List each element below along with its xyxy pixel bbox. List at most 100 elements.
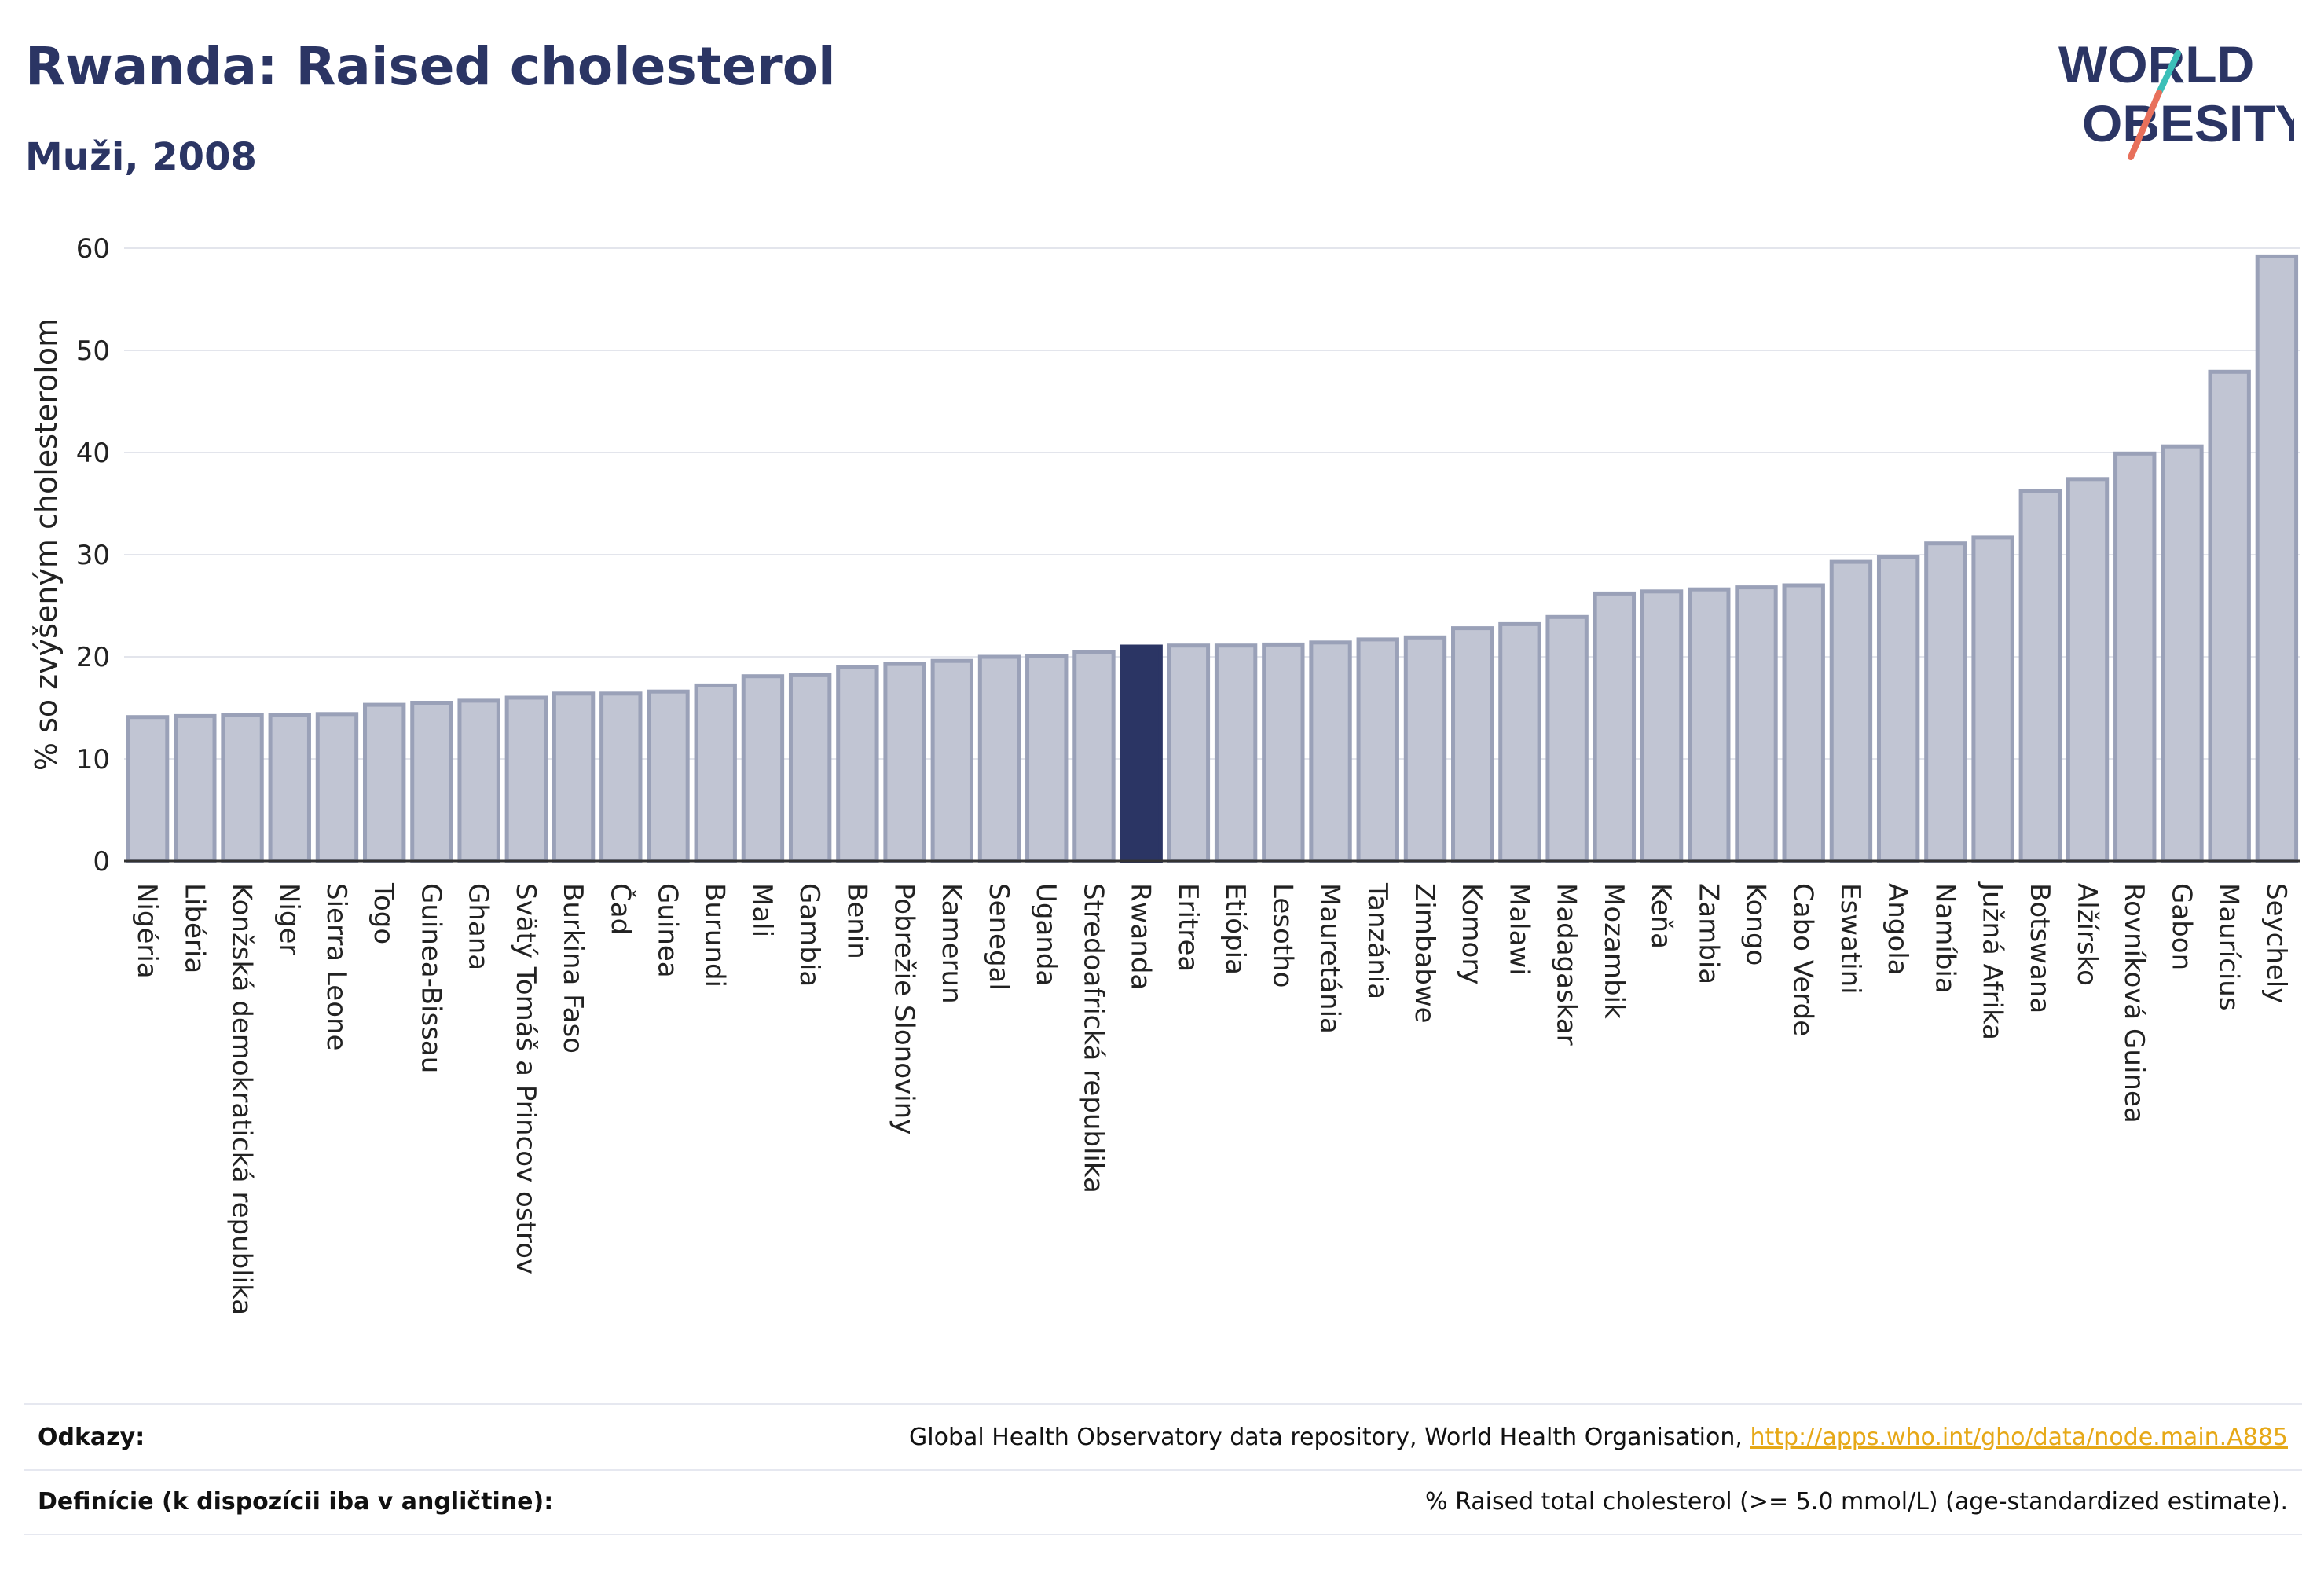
- x-tick-label: Konžská demokratická republika: [226, 883, 258, 1315]
- bar: [1593, 591, 1637, 863]
- bar-chart: 0 10 20 30 40 50 60 % so zvýšeným cholesterolom…: [29, 233, 2300, 1315]
- x-tick-label: Ghana: [463, 883, 494, 970]
- x-tick-label: Cabo Verde: [1787, 883, 1819, 1036]
- x-tick-label: Tanzánia: [1362, 882, 1393, 999]
- bar: [788, 673, 832, 863]
- x-tick-label: Zambia: [1692, 883, 1724, 984]
- page-title: Rwanda: Raised cholesterol: [25, 36, 836, 97]
- x-tick-label: Botswana: [2024, 883, 2055, 1013]
- bar: [599, 691, 643, 863]
- x-tick-label: Svätý Tomáš a Princov ostrov: [510, 883, 541, 1274]
- y-tick-label: 20: [76, 642, 110, 673]
- x-tick-label: Guinea-Bissau: [415, 883, 446, 1073]
- bar: [647, 689, 690, 863]
- y-tick-label: 30: [76, 540, 110, 571]
- x-tick-label: Kongo: [1740, 883, 1772, 966]
- x-tick-label: Mali: [746, 883, 778, 937]
- y-tick-label: 50: [76, 335, 110, 367]
- x-tick-label: Burkina Faso: [557, 883, 588, 1054]
- x-tick-label: Eswatini: [1835, 883, 1866, 995]
- x-tick-label: Komory: [1456, 883, 1487, 984]
- x-tick-label: Maurícius: [2213, 883, 2245, 1011]
- logo-slash-teal: [2156, 50, 2181, 96]
- x-tick-label: Gambia: [794, 883, 825, 987]
- x-tick-label: Alžírsko: [2071, 883, 2102, 986]
- bar: [741, 674, 785, 863]
- bar: [1498, 621, 1541, 863]
- x-tick-label: Namíbia: [1929, 883, 1960, 994]
- x-tick-label: Malawi: [1503, 883, 1534, 976]
- bar: [174, 713, 217, 863]
- bar: [410, 701, 453, 863]
- bar: [504, 695, 548, 863]
- x-tick-label: Rwanda: [1125, 883, 1157, 990]
- world-obesity-logo: WORLD OBESITY: [2058, 35, 2294, 160]
- references-label: Odkazy:: [38, 1423, 145, 1451]
- x-tick-label: Mozambik: [1598, 883, 1629, 1019]
- x-tick-label: Sierra Leone: [321, 883, 352, 1050]
- x-tick-label: Rovníková Guinea: [2118, 883, 2150, 1123]
- bar: [315, 712, 359, 863]
- x-tick-label: Senegal: [983, 883, 1014, 991]
- logo-line-1: WORLD: [2058, 35, 2254, 93]
- bar: [1120, 644, 1163, 863]
- x-tick-label: Seychely: [2260, 883, 2292, 1003]
- references-value: Global Health Observatory data repositor…: [909, 1424, 2302, 1451]
- x-tick-label: Eritrea: [1172, 883, 1204, 972]
- y-axis-label: % so zvýšeným cholesterolom: [29, 318, 64, 771]
- page-subtitle: Muži, 2008: [25, 135, 257, 179]
- x-tick-label: Libéria: [178, 883, 210, 973]
- bar: [883, 662, 926, 863]
- footer-definitions-row: Definície (k dispozícii iba v angličtine…: [24, 1469, 2302, 1535]
- bar: [1167, 643, 1211, 863]
- x-tick-label: Čad: [604, 883, 636, 935]
- bar: [2161, 444, 2204, 863]
- references-text: Global Health Observatory data repositor…: [909, 1423, 1750, 1451]
- bar: [1025, 654, 1069, 863]
- bar: [221, 713, 264, 863]
- bar: [363, 702, 406, 863]
- x-tick-label: Keňa: [1645, 883, 1677, 949]
- bar: [1688, 587, 1731, 863]
- bar: [1829, 559, 1873, 863]
- bar: [2113, 451, 2157, 863]
- bar: [694, 683, 737, 863]
- bar: [1309, 640, 1352, 863]
- bar: [1214, 643, 1258, 863]
- x-tick-label: Nigéria: [131, 883, 163, 979]
- x-tick-label: Angola: [1882, 883, 1913, 975]
- bar: [1782, 583, 1825, 863]
- x-tick-label: Pobrežie Slonoviny: [889, 883, 920, 1134]
- y-tick-label: 0: [93, 846, 110, 878]
- bar: [1403, 635, 1447, 863]
- bar: [1735, 585, 1778, 863]
- x-tick-label: Lesotho: [1266, 883, 1298, 988]
- x-tick-label: Madagaskar: [1551, 883, 1582, 1046]
- bar: [2066, 477, 2110, 863]
- bar: [1451, 626, 1494, 863]
- x-tick-label: Togo: [368, 882, 399, 944]
- bar: [1971, 535, 2014, 863]
- x-tick-label: Burundi: [699, 883, 731, 988]
- x-tick-label: Zimbabwe: [1409, 883, 1440, 1024]
- x-tick-label: Gabon: [2165, 883, 2197, 970]
- bar: [1262, 642, 1305, 863]
- y-tick-label: 40: [76, 438, 110, 469]
- references-link[interactable]: http://apps.who.int/gho/data/node.main.A…: [1750, 1423, 2288, 1451]
- bar: [836, 665, 879, 863]
- bar: [1876, 555, 1920, 863]
- bar: [1640, 589, 1684, 863]
- bar: [930, 658, 973, 863]
- footer-references-row: Odkazy: Global Health Observatory data r…: [24, 1403, 2302, 1471]
- bar: [1924, 541, 1967, 863]
- bar: [2208, 369, 2251, 863]
- logo-line-2: OBESITY: [2082, 94, 2294, 152]
- x-tick-label: Benin: [841, 883, 872, 959]
- x-tick-label: Etiópia: [1219, 883, 1251, 975]
- bar: [552, 691, 596, 863]
- x-tick-label: Niger: [273, 883, 305, 955]
- definitions-value: % Raised total cholesterol (>= 5.0 mmol/…: [1425, 1487, 2288, 1516]
- bar: [126, 715, 170, 863]
- bar: [268, 713, 311, 863]
- bar: [2018, 489, 2062, 863]
